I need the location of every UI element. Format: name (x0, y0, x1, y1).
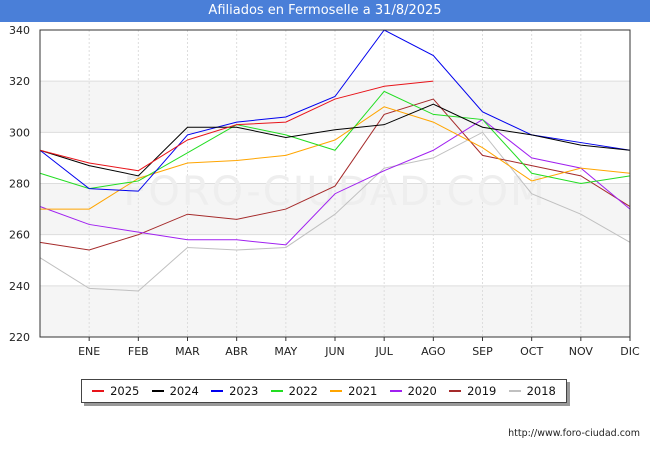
series-lines (39, 29, 631, 292)
x-tick-label: SEP (472, 345, 493, 358)
chart-title: Afiliados en Fermoselle a 31/8/2025 (0, 0, 650, 22)
legend-swatch (211, 390, 224, 392)
legend-label: 2022 (288, 384, 318, 398)
x-tick-label: DIC (620, 345, 640, 358)
y-tick-label: 300 (9, 126, 30, 139)
series-line-2025 (39, 80, 434, 172)
legend-item-2018: 2018 (508, 384, 556, 398)
source-credit: http://www.foro-ciudad.com (508, 428, 640, 439)
legend-label: 2019 (467, 384, 497, 398)
x-tick-label: OCT (520, 345, 543, 358)
x-tick-label: ABR (225, 345, 248, 358)
legend-item-2025: 2025 (92, 384, 139, 398)
x-tick-label: FEB (128, 345, 149, 358)
y-tick-label: 240 (9, 280, 30, 293)
legend-swatch (92, 390, 105, 392)
y-tick-label: 320 (9, 75, 30, 88)
legend-label: 2020 (407, 384, 437, 398)
legend-swatch (151, 390, 164, 392)
legend-item-2023: 2023 (211, 384, 258, 398)
axes (39, 29, 631, 341)
legend-swatch (389, 390, 402, 392)
x-tick-label: MAY (274, 345, 297, 358)
legend-label: 2024 (169, 384, 199, 398)
series-line-2021 (40, 106, 631, 210)
x-tick-label: JUL (374, 345, 393, 358)
legend-swatch (330, 390, 343, 392)
y-tick-label: 280 (9, 178, 30, 191)
legend-swatch (270, 390, 283, 392)
series-line-2024 (39, 103, 631, 177)
x-tick-label: AGO (421, 345, 446, 358)
legend-swatch (508, 390, 521, 392)
series-line-2022 (39, 90, 631, 190)
legend: 2025 2024 2023 2022 2021 2020 2019 2018 (81, 379, 567, 403)
legend-item-2019: 2019 (449, 384, 496, 398)
legend-item-2021: 2021 (330, 384, 377, 398)
y-tick-label: 220 (9, 331, 30, 344)
legend-label: 2023 (229, 384, 259, 398)
x-tick-label: ENE (78, 345, 100, 358)
legend-swatch (449, 390, 462, 392)
watermark: FORO-CIUDAD.COM (123, 169, 546, 215)
series-line-2018 (39, 131, 631, 292)
x-tick-labels: ENE FEB MAR ABR MAY JUN JUL AGO SEP OCT NOV DIC (78, 345, 640, 358)
x-tick-label: NOV (569, 345, 594, 358)
y-tick-label: 260 (9, 229, 30, 242)
legend-label: 2021 (348, 384, 378, 398)
x-tick-label: MAR (175, 345, 200, 358)
series-line-2020 (39, 118, 631, 246)
series-line-2019 (39, 98, 631, 251)
legend-item-2020: 2020 (389, 384, 437, 398)
legend-item-2024: 2024 (151, 384, 199, 398)
legend-label: 2018 (526, 384, 556, 398)
x-tick-label: JUN (324, 345, 345, 358)
legend-item-2022: 2022 (270, 384, 318, 398)
y-tick-labels: 220 240 260 280 300 320 340 (9, 24, 30, 344)
y-tick-label: 340 (9, 24, 30, 37)
legend-label: 2025 (110, 384, 140, 398)
